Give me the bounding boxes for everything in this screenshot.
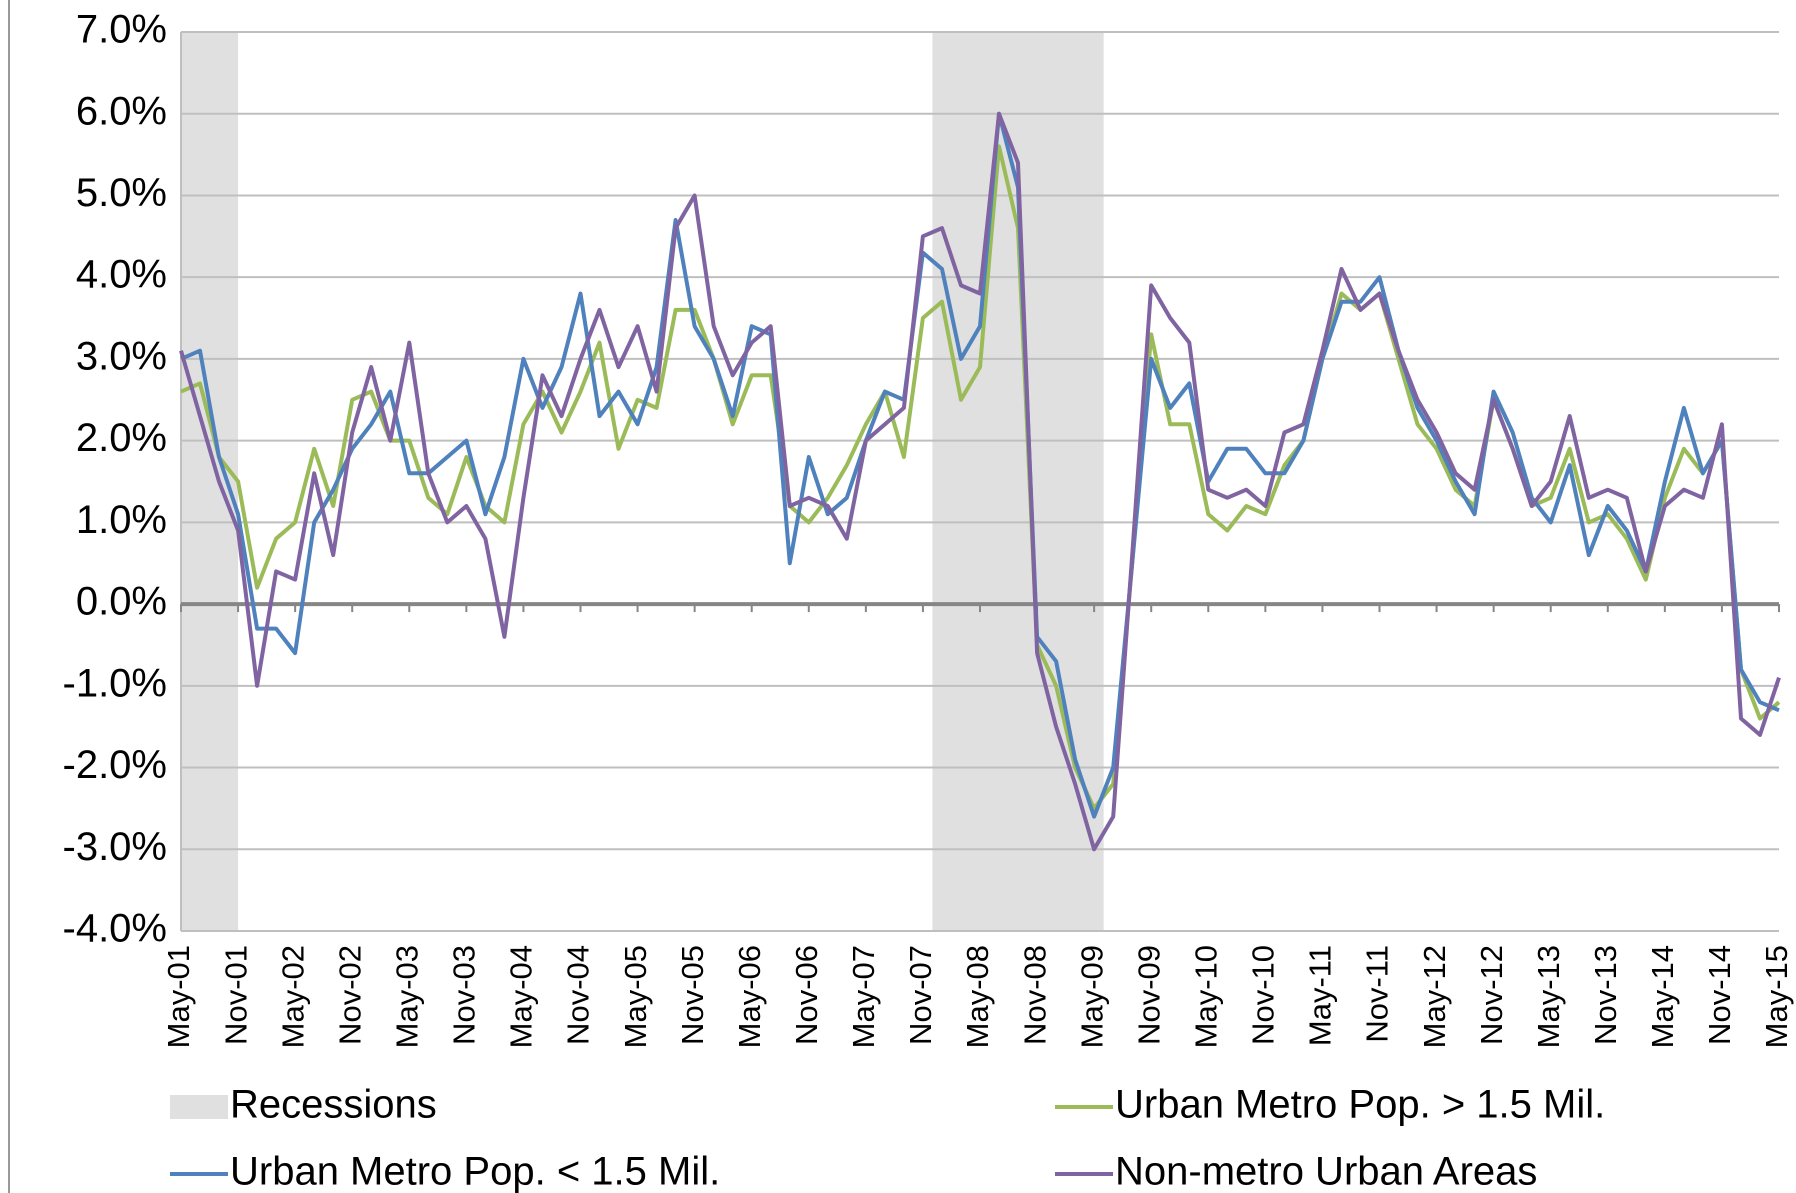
y-tick-label: 2.0% bbox=[76, 416, 167, 460]
y-tick-label: -1.0% bbox=[63, 661, 168, 705]
x-tick-label: Nov-12 bbox=[1474, 945, 1509, 1045]
x-tick-label: Nov-09 bbox=[1131, 945, 1166, 1045]
x-tick-label: May-11 bbox=[1303, 945, 1338, 1046]
x-tick-label: May-01 bbox=[161, 945, 196, 1048]
series-line bbox=[180, 111, 1780, 819]
series-line bbox=[179, 111, 1781, 852]
x-tick-label: Nov-04 bbox=[561, 945, 596, 1045]
legend-label: Recessions bbox=[230, 1083, 437, 1127]
legend-label: Non-metro Urban Areas bbox=[1115, 1150, 1537, 1193]
x-tick-label: Nov-13 bbox=[1588, 945, 1623, 1045]
x-tick-label: Nov-06 bbox=[789, 945, 824, 1045]
x-tick-label: May-07 bbox=[846, 945, 881, 1048]
y-tick-label: 5.0% bbox=[76, 171, 167, 215]
x-tick-label: Nov-02 bbox=[332, 945, 367, 1045]
legend-label: Urban Metro Pop. > 1.5 Mil. bbox=[1115, 1083, 1605, 1127]
legend-label: Urban Metro Pop. < 1.5 Mil. bbox=[230, 1150, 720, 1193]
x-tick-label: May-03 bbox=[389, 945, 424, 1048]
x-tick-label: May-06 bbox=[732, 945, 767, 1048]
y-tick-label: 7.0% bbox=[76, 8, 167, 52]
y-tick-label: 1.0% bbox=[76, 498, 167, 542]
x-tick-label: Nov-14 bbox=[1702, 945, 1737, 1045]
y-tick-label: 3.0% bbox=[76, 334, 167, 378]
x-tick-label: Nov-11 bbox=[1360, 945, 1395, 1043]
x-tick-label: May-15 bbox=[1759, 945, 1794, 1048]
legend-swatch bbox=[170, 1095, 228, 1119]
x-tick-label: May-08 bbox=[960, 945, 995, 1048]
y-tick-label: 4.0% bbox=[76, 253, 167, 297]
x-tick-label: Nov-08 bbox=[1017, 945, 1052, 1045]
x-tick-label: Nov-07 bbox=[903, 945, 938, 1045]
x-tick-label: May-05 bbox=[618, 945, 653, 1048]
x-tick-label: May-14 bbox=[1645, 945, 1680, 1048]
x-tick-label: May-12 bbox=[1417, 945, 1452, 1048]
recession-band bbox=[181, 32, 239, 931]
x-tick-label: May-13 bbox=[1531, 945, 1566, 1048]
x-tick-label: Nov-03 bbox=[447, 945, 482, 1045]
x-tick-label: May-02 bbox=[275, 945, 310, 1048]
x-tick-label: Nov-05 bbox=[675, 945, 710, 1045]
y-tick-label: -3.0% bbox=[63, 825, 168, 869]
y-tick-label: 6.0% bbox=[76, 89, 167, 133]
x-tick-label: May-04 bbox=[504, 945, 539, 1048]
x-tick-label: May-09 bbox=[1074, 945, 1109, 1048]
y-tick-label: -2.0% bbox=[63, 743, 168, 787]
x-tick-label: Nov-01 bbox=[218, 945, 253, 1045]
x-tick-label: Nov-10 bbox=[1246, 945, 1281, 1045]
y-tick-label: -4.0% bbox=[63, 907, 168, 951]
x-tick-label: May-10 bbox=[1188, 945, 1223, 1048]
y-tick-label: 0.0% bbox=[76, 580, 167, 624]
